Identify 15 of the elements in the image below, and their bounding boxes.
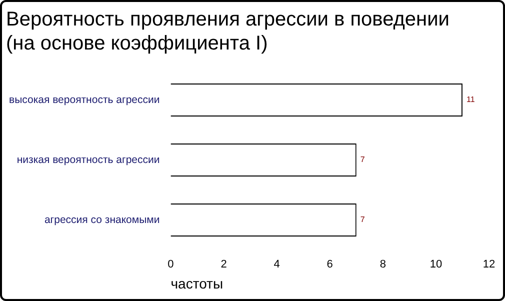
x-tick-label: 10 [430,258,442,271]
chart-title: Вероятность проявления агрессии в поведении (на основе коэффициента I) [6,8,450,55]
y-tick-label: низкая вероятность агрессии [16,154,160,166]
x-tick-label: 4 [274,258,280,271]
data-label: 7 [360,215,366,224]
x-tick-label: 6 [326,258,333,271]
x-tick-label: 2 [220,258,227,271]
x-tick-label: 8 [380,258,386,271]
x-axis-title: частоты [170,275,224,292]
x-tick-label: 12 [482,258,496,271]
x-tick-label: 0 [168,258,174,271]
data-label: 11 [466,95,476,104]
y-tick-label: высокая вероятность агрессии [8,94,160,106]
y-tick-label: агрессия со знакомыми [44,214,160,226]
data-label: 7 [360,155,366,164]
